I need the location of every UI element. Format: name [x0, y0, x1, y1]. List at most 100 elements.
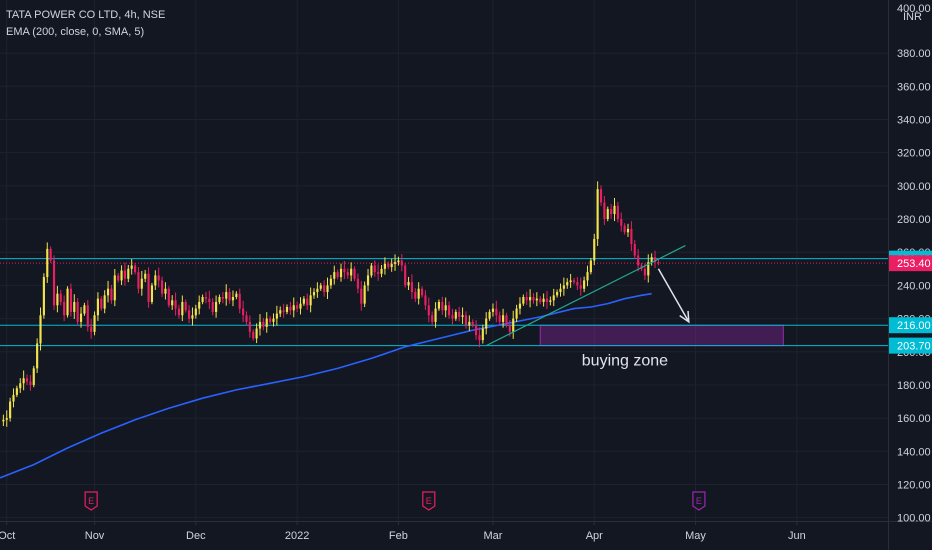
price-tick-label: 340.00: [897, 114, 931, 126]
candle: [262, 318, 265, 331]
candle: [566, 278, 569, 289]
time-axis[interactable]: Oct Nov Dec 2022 Feb Mar Apr May Jun: [0, 521, 806, 542]
candle: [292, 297, 295, 318]
candle-body: [410, 282, 414, 293]
candle: [616, 201, 619, 223]
candle: [171, 295, 174, 310]
candle: [9, 397, 12, 422]
candle: [393, 254, 397, 271]
candle-body: [491, 308, 495, 312]
candle-body: [22, 378, 25, 384]
candle-body: [397, 260, 400, 263]
candle: [174, 292, 177, 316]
candle: [208, 290, 211, 309]
earnings-marker[interactable]: E: [422, 491, 436, 511]
earnings-badge[interactable]: [84, 491, 98, 511]
candle: [201, 294, 204, 305]
candle: [502, 308, 505, 328]
candle: [380, 264, 383, 278]
earnings-badge[interactable]: [692, 491, 706, 511]
candle: [556, 289, 559, 298]
candle-body: [363, 285, 366, 304]
candle-body: [350, 268, 353, 276]
candle-body: [201, 297, 204, 302]
candle-body: [468, 321, 471, 326]
candle: [59, 289, 62, 306]
candle: [194, 304, 197, 319]
candle: [400, 254, 403, 272]
candle: [272, 313, 275, 327]
candle: [512, 310, 515, 339]
candle: [63, 295, 66, 322]
earnings-marker[interactable]: E: [692, 491, 706, 511]
candle: [25, 374, 29, 386]
candle-body: [279, 310, 282, 314]
candle: [410, 274, 414, 300]
candle-body: [66, 288, 69, 316]
candle: [29, 375, 32, 391]
candle-body: [383, 263, 386, 269]
candle: [363, 281, 366, 308]
candle-body: [420, 288, 424, 296]
candle-body: [218, 297, 221, 302]
ema-series: [0, 292, 652, 479]
symbol-title[interactable]: TATA POWER CO LTD, 4h, NSE: [6, 9, 166, 21]
earnings-marker[interactable]: E: [84, 491, 98, 511]
candle-body: [437, 301, 441, 309]
trendline-segment: [485, 245, 686, 347]
candle: [377, 264, 380, 281]
candle-body: [495, 308, 498, 316]
candle-body: [96, 298, 99, 316]
price-tick-label-top: 400.00: [897, 3, 931, 15]
price-tick-label: 100.00: [897, 513, 931, 525]
candle-body: [407, 282, 410, 286]
time-tick-label: Mar: [483, 530, 502, 542]
candle: [343, 260, 346, 280]
earnings-badge[interactable]: [422, 491, 436, 511]
candle-body: [586, 272, 589, 281]
candle-body: [130, 265, 133, 269]
ema-line: [0, 292, 652, 479]
candle: [100, 296, 103, 311]
candle-body: [123, 270, 127, 279]
candle-body: [160, 280, 164, 294]
time-tick-label: Nov: [85, 530, 105, 542]
earnings-label: E: [88, 496, 94, 506]
candle: [238, 288, 241, 314]
candle: [630, 221, 633, 251]
candle-body: [572, 280, 576, 283]
candle-body: [262, 321, 265, 327]
candle: [606, 206, 609, 222]
indicator-legend[interactable]: EMA (200, close, 0, SMA, 5): [6, 26, 145, 38]
candle-body: [400, 260, 403, 266]
candle-body: [556, 292, 559, 296]
candle: [535, 292, 538, 307]
candle-body: [194, 308, 197, 316]
candle: [346, 268, 349, 279]
candle-body: [444, 305, 447, 311]
candle: [69, 283, 72, 317]
candle: [414, 288, 417, 303]
candle: [160, 276, 164, 298]
candle: [505, 312, 508, 328]
candle-body: [25, 378, 29, 382]
candle-body: [208, 298, 211, 302]
candle: [282, 303, 285, 318]
candle-body: [613, 205, 616, 215]
candle: [32, 365, 35, 388]
currency-label[interactable]: INR: [903, 11, 922, 23]
candle-body: [52, 260, 56, 306]
candle: [434, 302, 437, 328]
candle-body: [370, 265, 373, 276]
candle-body: [566, 282, 569, 286]
candle-body: [464, 315, 468, 326]
candle: [299, 297, 302, 315]
candle: [130, 259, 133, 275]
candle: [245, 311, 248, 326]
candle: [620, 212, 623, 232]
candle: [252, 329, 255, 341]
time-tick-label: Oct: [0, 530, 15, 542]
candlestick-series: [2, 181, 660, 427]
